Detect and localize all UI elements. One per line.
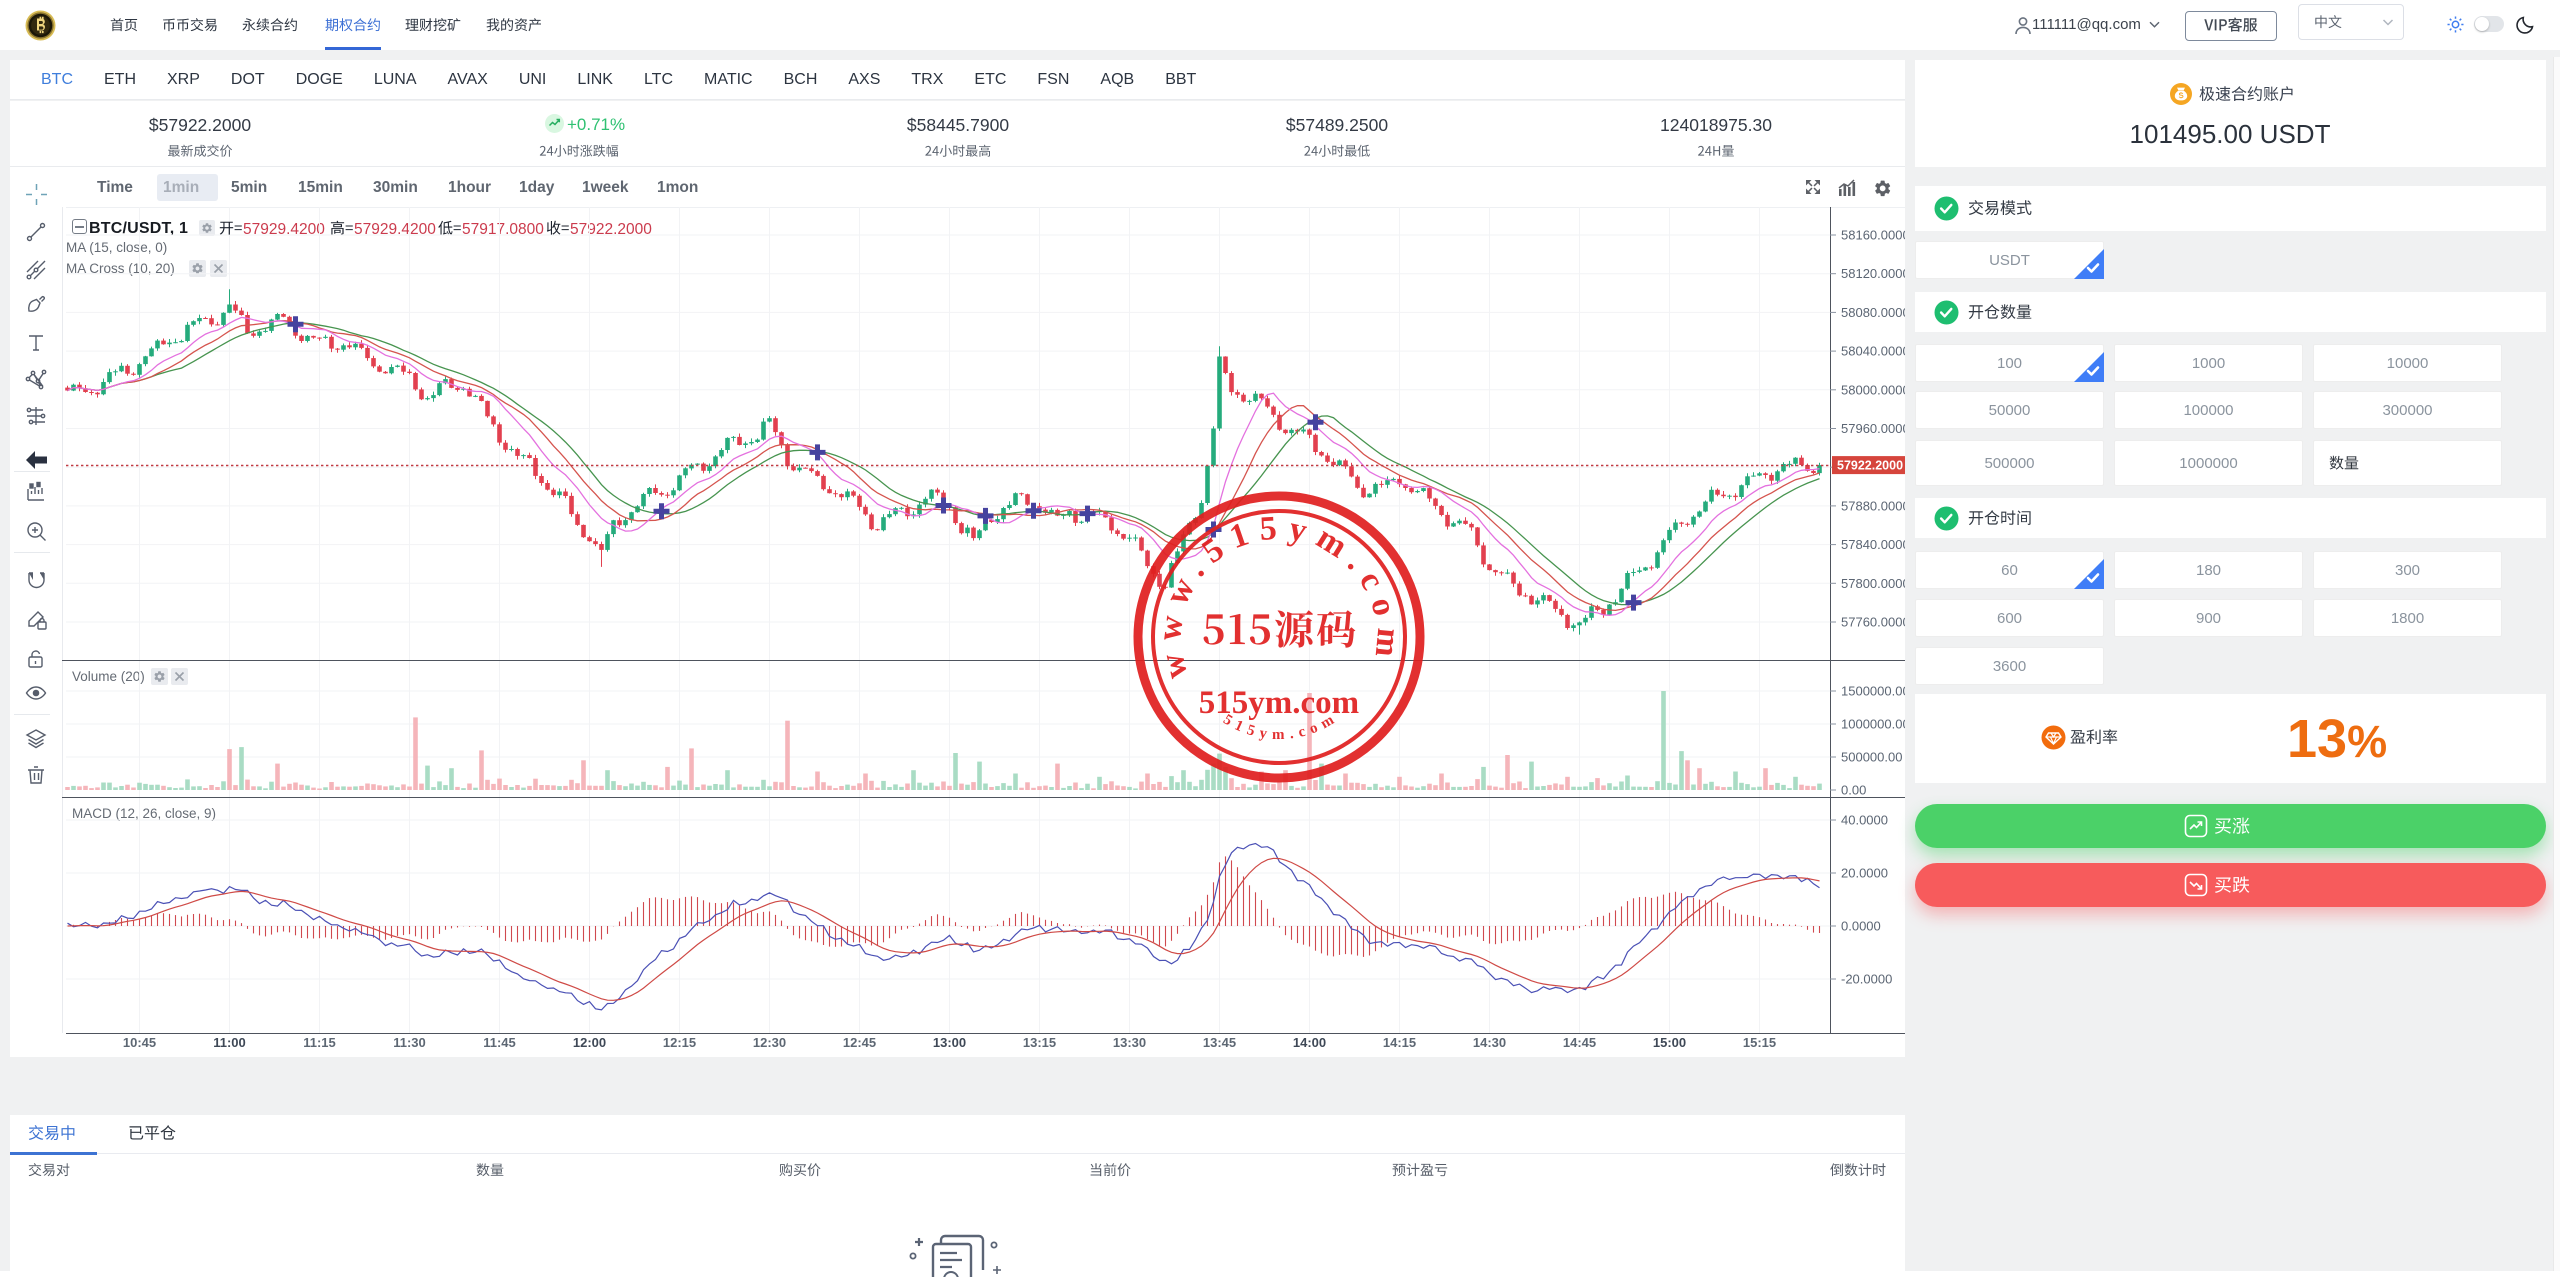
svg-text:-20.0000: -20.0000	[1841, 972, 1892, 987]
svg-text:58160.0000: 58160.0000	[1841, 228, 1905, 243]
svg-text:11:45: 11:45	[483, 1035, 516, 1050]
svg-text:20.0000: 20.0000	[1841, 866, 1888, 881]
svg-text:12:30: 12:30	[753, 1035, 786, 1050]
svg-text:58080.0000: 58080.0000	[1841, 305, 1905, 320]
svg-text:10:45: 10:45	[123, 1035, 156, 1050]
svg-text:1500000.00: 1500000.00	[1841, 684, 1905, 699]
svg-text:58040.0000: 58040.0000	[1841, 344, 1905, 359]
svg-text:57840.0000: 57840.0000	[1841, 537, 1905, 552]
svg-text:40.0000: 40.0000	[1841, 813, 1888, 828]
svg-text:14:15: 14:15	[1383, 1035, 1416, 1050]
svg-text:12:45: 12:45	[843, 1035, 876, 1050]
svg-text:0.00: 0.00	[1841, 783, 1866, 798]
svg-text:13:00: 13:00	[933, 1035, 966, 1050]
svg-text:14:30: 14:30	[1473, 1035, 1506, 1050]
svg-text:57922.2000: 57922.2000	[1837, 459, 1903, 473]
svg-text:0.0000: 0.0000	[1841, 919, 1881, 934]
svg-text:58000.0000: 58000.0000	[1841, 382, 1905, 397]
svg-text:15:15: 15:15	[1743, 1035, 1776, 1050]
svg-text:11:00: 11:00	[213, 1035, 246, 1050]
svg-text:13:15: 13:15	[1023, 1035, 1056, 1050]
svg-text:11:30: 11:30	[393, 1035, 426, 1050]
svg-text:12:00: 12:00	[573, 1035, 606, 1050]
svg-text:13:45: 13:45	[1203, 1035, 1236, 1050]
svg-text:57880.0000: 57880.0000	[1841, 498, 1905, 513]
svg-text:www.515ym.com: www.515ym.com	[1151, 509, 1407, 682]
svg-text:14:00: 14:00	[1293, 1035, 1326, 1050]
svg-text:515ym.com: 515ym.com	[1199, 685, 1359, 721]
svg-text:500000.00: 500000.00	[1841, 750, 1902, 765]
svg-text:57960.0000: 57960.0000	[1841, 421, 1905, 436]
svg-text:57800.0000: 57800.0000	[1841, 576, 1905, 591]
svg-text:11:15: 11:15	[303, 1035, 336, 1050]
svg-text:13:30: 13:30	[1113, 1035, 1146, 1050]
svg-text:58120.0000: 58120.0000	[1841, 266, 1905, 281]
svg-text:14:45: 14:45	[1563, 1035, 1596, 1050]
svg-text:12:15: 12:15	[663, 1035, 696, 1050]
svg-text:57760.0000: 57760.0000	[1841, 615, 1905, 630]
svg-text:15:00: 15:00	[1653, 1035, 1686, 1050]
svg-text:1000000.00: 1000000.00	[1841, 717, 1905, 732]
